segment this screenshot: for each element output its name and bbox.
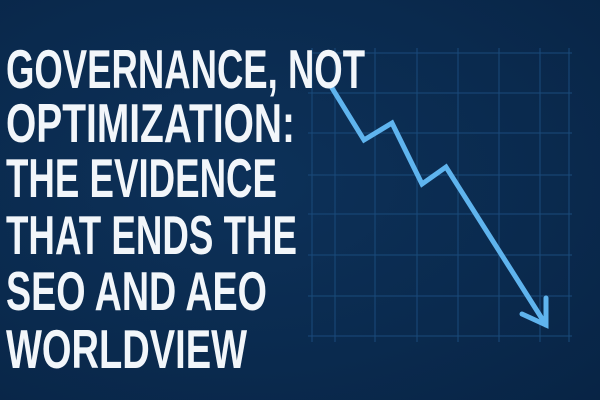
headline-line-4: THAT ENDS THE — [6, 204, 297, 266]
background-grid — [308, 48, 572, 342]
headline-line-2: OPTIMIZATION: — [6, 92, 295, 154]
headline-line-1: GOVERNANCE, NOT — [6, 38, 365, 100]
headline: GOVERNANCE, NOT OPTIMIZATION: THE EVIDEN… — [6, 38, 365, 380]
headline-line-5: SEO AND AEO — [6, 260, 267, 322]
headline-line-3: THE EVIDENCE — [6, 147, 277, 209]
declining-trend-line — [329, 85, 549, 328]
arrow-head-icon — [519, 295, 549, 329]
headline-line-6: WORLDVIEW — [6, 318, 247, 380]
